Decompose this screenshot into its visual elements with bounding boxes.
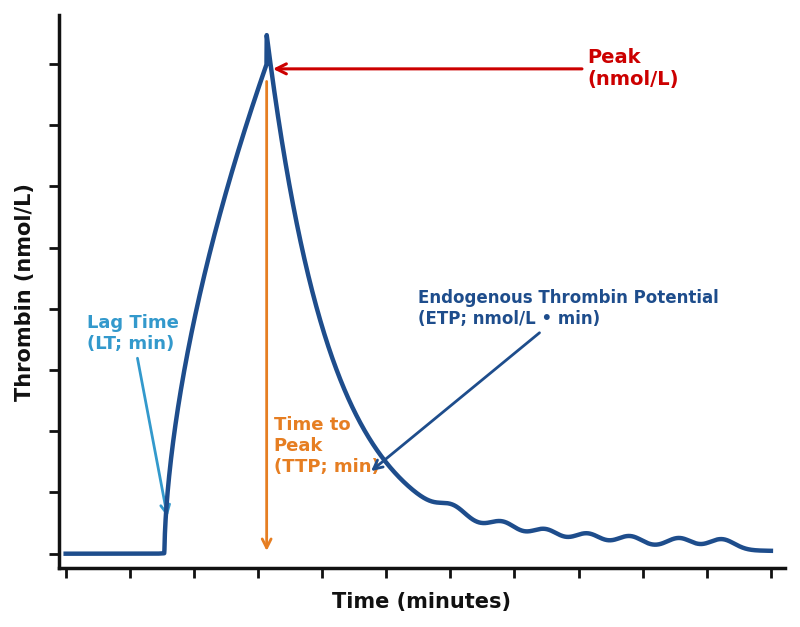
Text: Peak
(nmol/L): Peak (nmol/L) — [276, 48, 679, 90]
Text: Lag Time
(LT; min): Lag Time (LT; min) — [87, 314, 178, 514]
Text: Endogenous Thrombin Potential
(ETP; nmol/L • min): Endogenous Thrombin Potential (ETP; nmol… — [374, 290, 719, 469]
Y-axis label: Thrombin (nmol/L): Thrombin (nmol/L) — [15, 182, 35, 401]
X-axis label: Time (minutes): Time (minutes) — [332, 592, 511, 612]
Text: Time to
Peak
(TTP; min): Time to Peak (TTP; min) — [274, 416, 379, 476]
